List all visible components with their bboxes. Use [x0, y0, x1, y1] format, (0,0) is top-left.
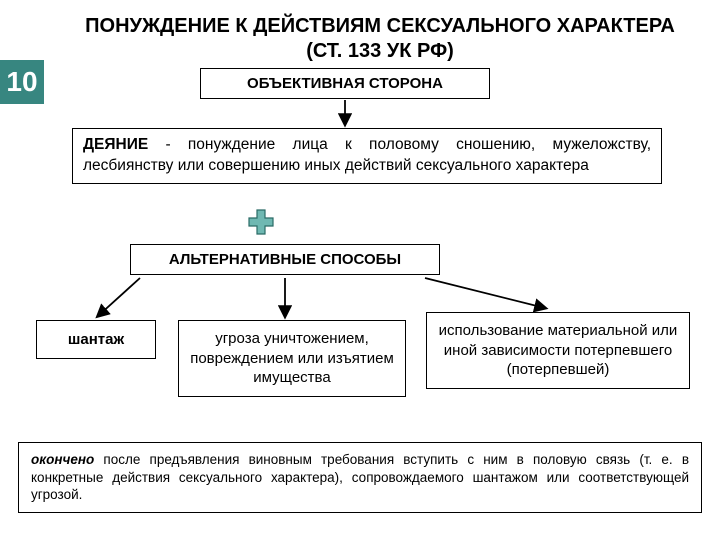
method3-label: использование материальной или иной зави… — [439, 322, 678, 378]
box-method-2: угроза уничтожением, повреждением или из… — [178, 320, 406, 397]
footer-note: окончено после предъявления виновным тре… — [18, 442, 702, 513]
plus-connector-icon — [248, 209, 274, 235]
box-deyanie: ДЕЯНИЕ - понуждение лица к половому снош… — [72, 128, 662, 184]
slide-number-badge: 10 — [0, 60, 44, 104]
box-objective: ОБЪЕКТИВНАЯ СТОРОНА — [200, 68, 490, 99]
deyanie-text: - понуждение лица к половому сношению, м… — [83, 136, 651, 174]
method2-label: угроза уничтожением, повреждением или из… — [190, 330, 394, 386]
footer-text: после предъявления виновным требования в… — [31, 452, 689, 502]
page-title: ПОНУЖДЕНИЕ К ДЕЙСТВИЯМ СЕКСУАЛЬНОГО ХАРА… — [80, 14, 680, 64]
box-alt-header: АЛЬТЕРНАТИВНЫЕ СПОСОБЫ — [130, 244, 440, 275]
box-objective-label: ОБЪЕКТИВНАЯ СТОРОНА — [247, 75, 443, 92]
footer-prefix: окончено — [31, 452, 94, 467]
deyanie-prefix: ДЕЯНИЕ — [83, 136, 148, 153]
box-method-3: использование материальной или иной зави… — [426, 312, 690, 389]
box-alt-label: АЛЬТЕРНАТИВНЫЕ СПОСОБЫ — [169, 251, 401, 268]
method1-label: шантаж — [68, 331, 124, 348]
box-method-1: шантаж — [36, 320, 156, 359]
